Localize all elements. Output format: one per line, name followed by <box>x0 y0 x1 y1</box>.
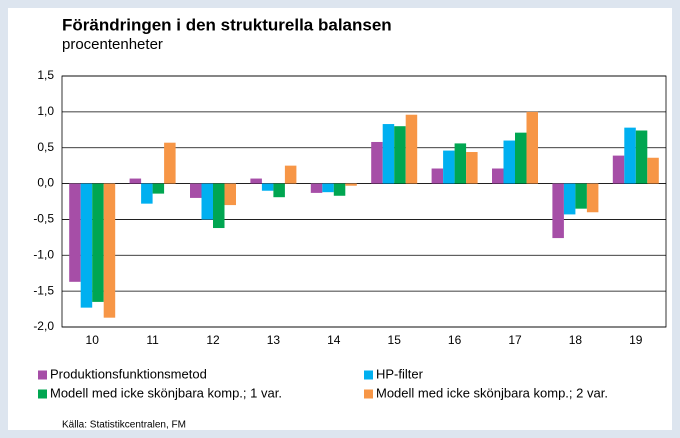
bar <box>164 142 176 184</box>
bar <box>503 140 515 184</box>
bar <box>515 132 527 184</box>
bar <box>322 183 334 193</box>
bar <box>284 165 297 184</box>
y-tick-label: 1,5 <box>37 68 54 82</box>
y-tick-label: 0,0 <box>37 176 54 190</box>
x-tick-label: 10 <box>86 333 100 347</box>
bar <box>250 178 262 184</box>
bar <box>552 183 564 239</box>
bar <box>69 183 81 282</box>
legend-label: HP-filter <box>376 366 424 381</box>
bar <box>382 124 395 184</box>
bar <box>443 150 455 184</box>
x-tick-label: 11 <box>146 333 159 347</box>
bar <box>273 183 285 198</box>
x-tick-label: 16 <box>448 333 462 347</box>
legend-label: Modell med icke skönjbara komp.; 2 var. <box>376 385 608 400</box>
bar <box>526 111 538 184</box>
source: Källa: Statistikcentralen, FM <box>62 420 186 431</box>
bar <box>129 178 142 184</box>
y-tick-label: 1,0 <box>37 104 54 118</box>
bar <box>141 183 153 204</box>
x-tick-label: 19 <box>629 333 643 347</box>
bar <box>310 183 323 193</box>
bar <box>454 143 467 184</box>
x-tick-label: 15 <box>388 333 402 347</box>
legend-label: Produktionsfunktionsmetod <box>50 366 207 381</box>
bar <box>586 183 599 213</box>
legend-swatch <box>38 389 47 399</box>
bar <box>563 183 576 215</box>
legend-swatch <box>364 370 373 380</box>
plot-border <box>61 75 667 328</box>
legend-swatch <box>38 370 47 380</box>
legend-swatch <box>364 389 373 399</box>
y-tick-label: -2,0 <box>33 319 54 333</box>
bar <box>405 114 418 184</box>
legend-label: Modell med icke skönjbara komp.; 1 var. <box>50 385 282 400</box>
bar <box>333 183 346 196</box>
bar <box>190 183 202 198</box>
y-tick-label: 0,5 <box>37 140 54 154</box>
bar <box>466 152 478 184</box>
y-tick-label: -1,0 <box>33 247 54 261</box>
bar <box>371 141 383 184</box>
bar <box>224 183 236 206</box>
x-tick-label: 14 <box>327 333 341 347</box>
bar <box>152 183 165 194</box>
bar <box>213 183 225 229</box>
bar <box>261 183 274 191</box>
bar <box>492 168 504 184</box>
bar <box>201 183 213 220</box>
bar <box>431 168 444 184</box>
bar <box>635 130 648 184</box>
bar <box>92 183 104 302</box>
bar <box>394 126 406 184</box>
chart-subtitle: procentenheter <box>62 36 163 53</box>
bar <box>612 155 625 184</box>
chart-title: Förändringen i den strukturella balansen <box>62 15 392 34</box>
x-tick-label: 12 <box>206 333 220 347</box>
x-tick-label: 17 <box>508 333 522 347</box>
bar <box>103 183 116 318</box>
bar <box>575 183 587 209</box>
bar <box>647 157 659 184</box>
y-tick-label: -1,5 <box>33 283 54 297</box>
x-tick-label: 13 <box>267 333 281 347</box>
x-tick-label: 18 <box>569 333 583 347</box>
bar <box>345 183 357 186</box>
y-tick-label: -0,5 <box>33 212 54 226</box>
bar <box>624 127 636 184</box>
bar <box>80 183 93 308</box>
